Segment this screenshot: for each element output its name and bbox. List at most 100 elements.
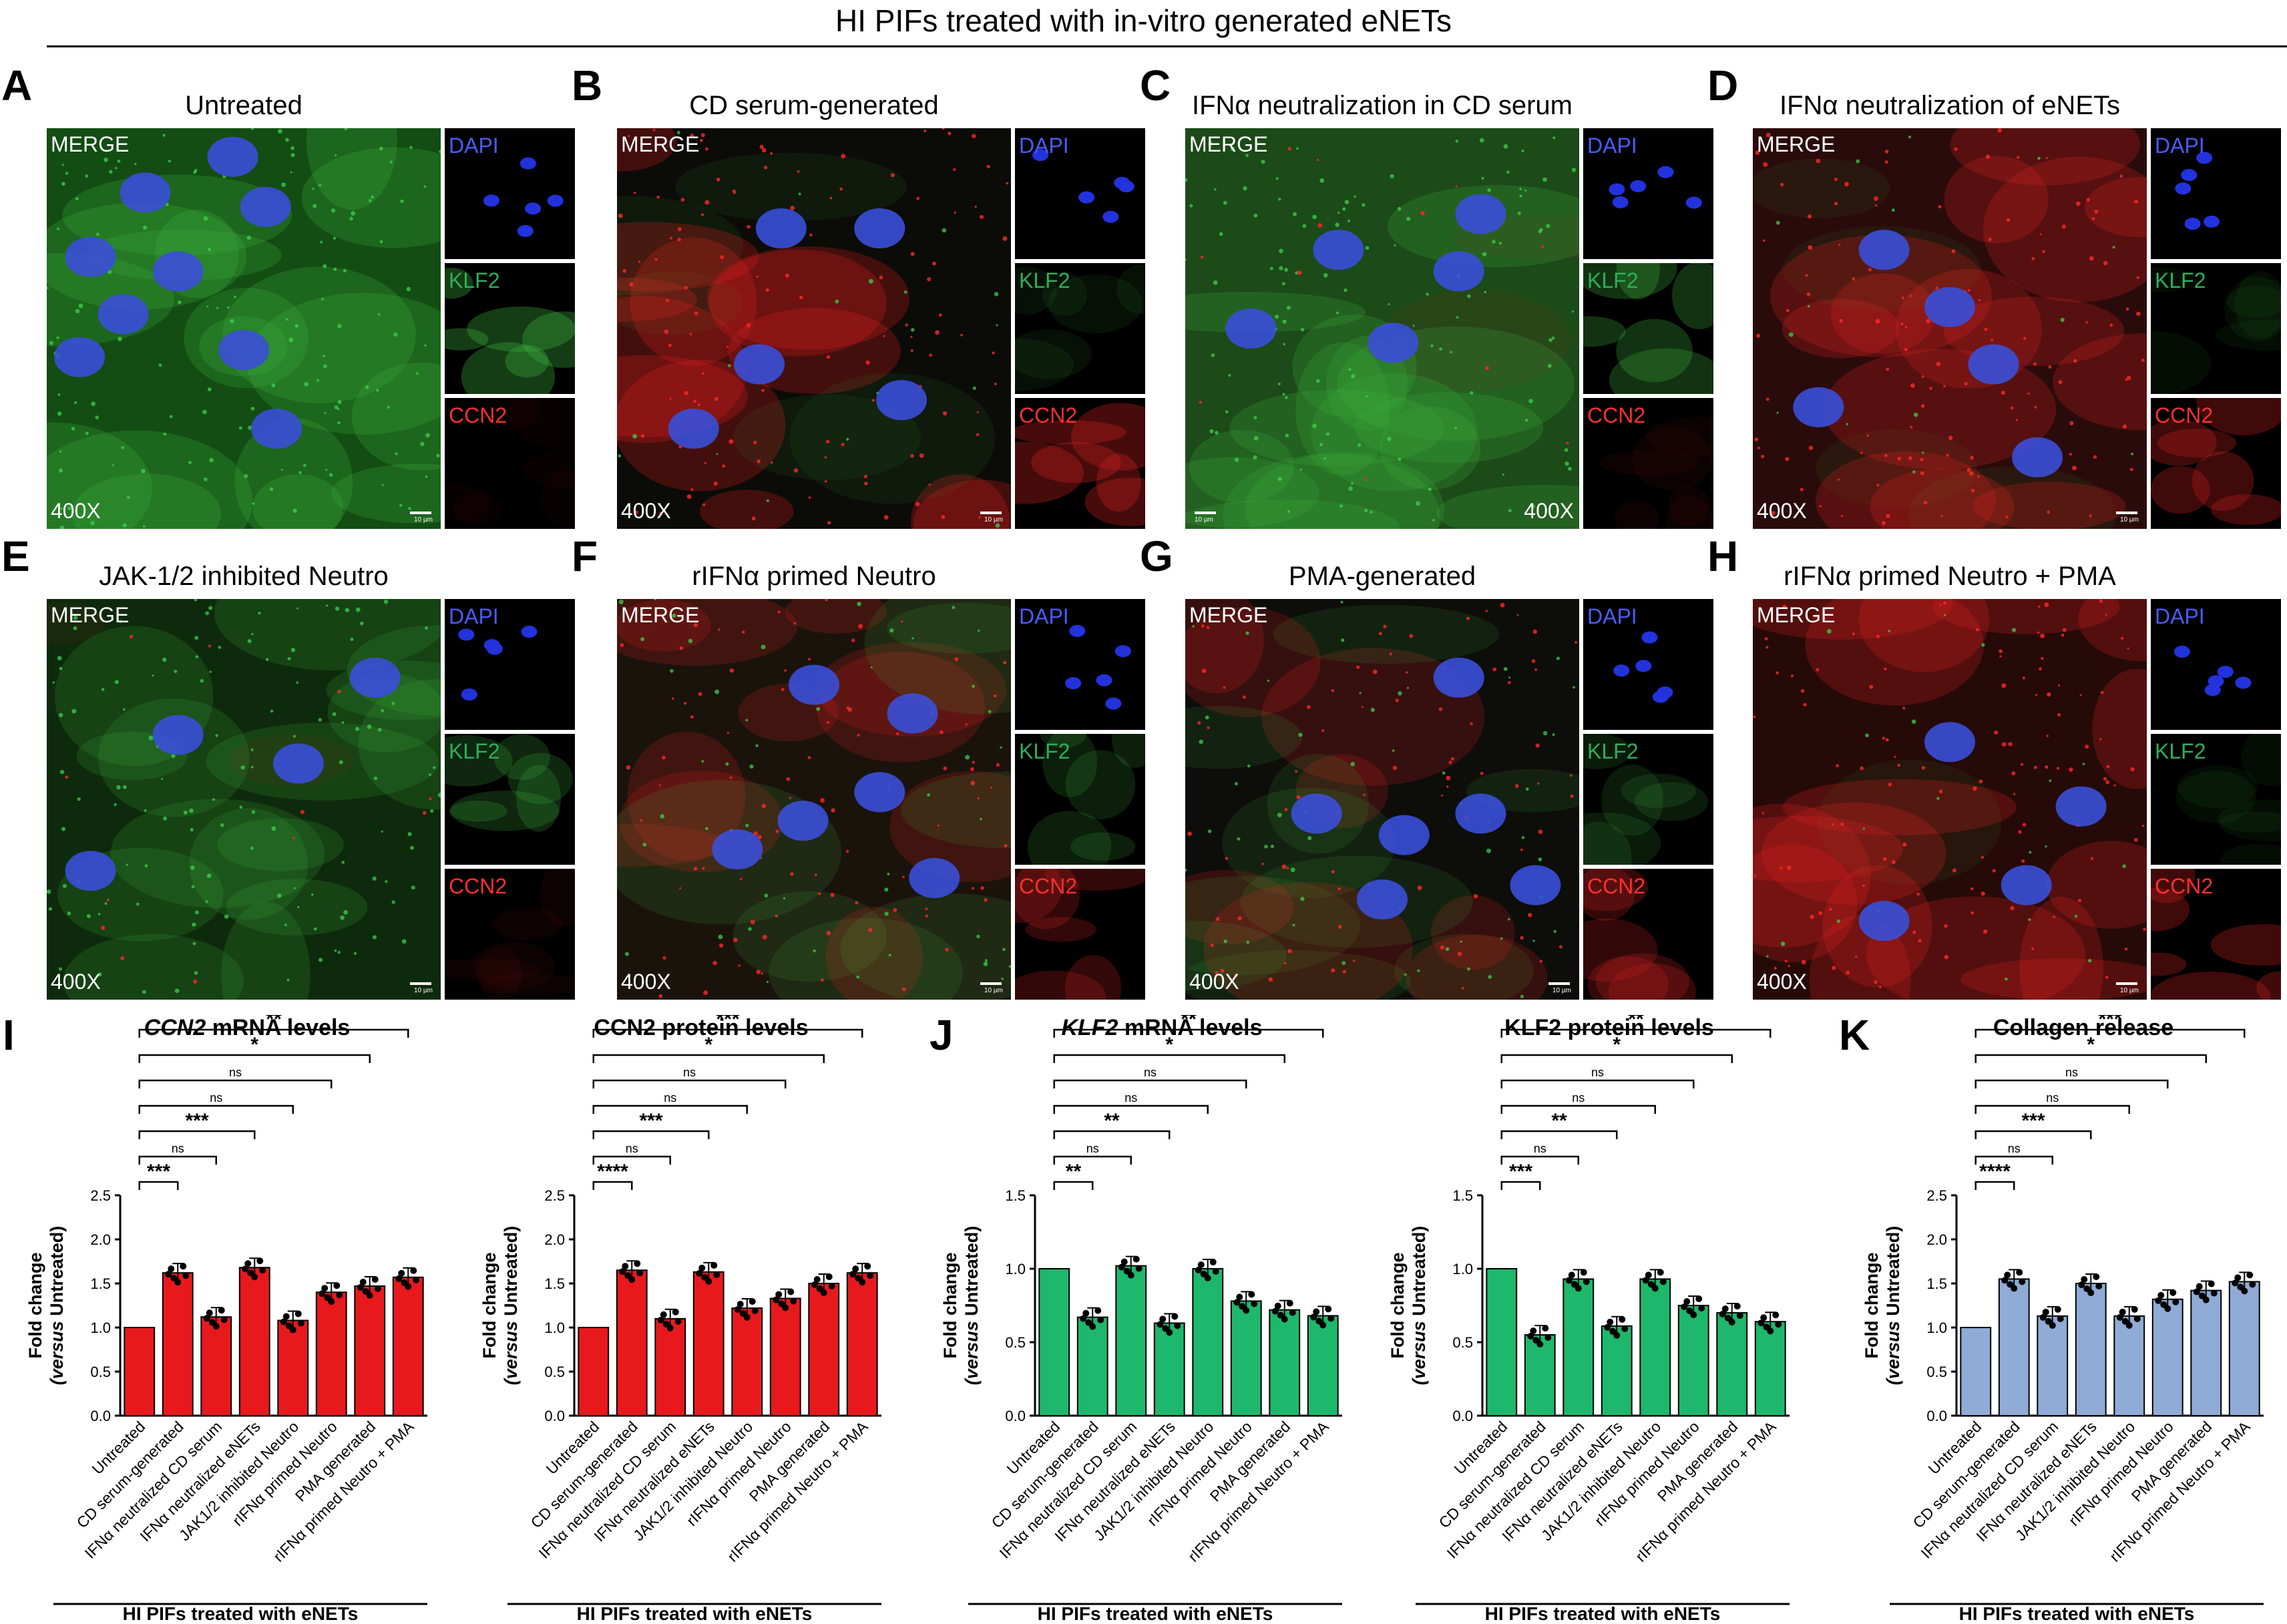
significance-label: ns <box>229 1066 242 1079</box>
chart-2: CCN2 protein levels Fold change (versus Un… <box>479 1015 881 1623</box>
data-point <box>374 1285 381 1292</box>
data-point <box>2164 1305 2171 1312</box>
bar <box>238 1267 270 1416</box>
data-point <box>1583 1278 1590 1285</box>
y-tick-label: 1.0 <box>1452 1261 1473 1277</box>
y-tick-label: 2.5 <box>1926 1187 1947 1204</box>
data-point <box>1120 1258 1128 1265</box>
significance-bracket <box>592 1181 633 1190</box>
y-tick-label: 0.5 <box>1005 1334 1026 1351</box>
data-point <box>666 1324 674 1332</box>
data-point <box>1289 1309 1296 1316</box>
data-point <box>297 1320 304 1327</box>
channel-image-ccn2: CCN2 <box>1583 869 1713 1000</box>
data-point <box>1580 1269 1587 1276</box>
panel-letter-i: I <box>3 1011 15 1059</box>
significance-label: ** <box>1104 1110 1120 1132</box>
data-point <box>220 1316 228 1324</box>
panel-title-h: rIFNα primed Neutro + PMA <box>1784 562 2116 591</box>
data-point <box>2093 1273 2100 1280</box>
data-point <box>773 1296 780 1303</box>
data-point <box>405 1283 412 1290</box>
bar <box>1076 1316 1108 1416</box>
data-point <box>2210 1289 2218 1297</box>
channel-image-klf2: KLF2 <box>2151 263 2281 394</box>
channel-label-klf2: KLF2 <box>2155 268 2206 292</box>
data-point <box>212 1323 220 1330</box>
data-point <box>782 1304 789 1311</box>
data-point <box>1310 1313 1317 1321</box>
panel-title-g: PMA-generated <box>1288 562 1476 591</box>
bar <box>654 1317 686 1416</box>
data-point <box>1281 1315 1288 1323</box>
channel-label-dapi: DAPI <box>1587 134 1637 158</box>
data-point <box>1171 1313 1179 1320</box>
data-point <box>674 1317 682 1325</box>
channel-label-dapi: DAPI <box>1019 134 1069 158</box>
channel-label-ccn2: CCN2 <box>2155 403 2214 427</box>
significance-bracket <box>1974 1155 2053 1165</box>
data-point <box>1530 1328 1537 1334</box>
significance-bracket <box>592 1054 825 1063</box>
data-point <box>182 1272 190 1279</box>
chart-title: KLF2 protein levels <box>1504 1015 1714 1040</box>
panel-letter-h: H <box>1707 532 1739 580</box>
chart-title: Collagen release <box>1993 1015 2173 1040</box>
data-point <box>2125 1322 2133 1329</box>
y-tick-label: 1.0 <box>544 1320 565 1336</box>
data-point <box>1212 1268 1219 1275</box>
merge-image-g: MERGE 400X 10 µm <box>1185 599 1579 1000</box>
significance-label: ns <box>2065 1066 2078 1079</box>
channel-image-ccn2: CCN2 <box>445 869 575 1000</box>
data-point <box>1607 1318 1614 1326</box>
channel-label-klf2: KLF2 <box>1587 739 1639 763</box>
significance-bracket <box>592 1028 863 1038</box>
channel-image-klf2: KLF2 <box>1015 734 1145 865</box>
channel-label-ccn2: CCN2 <box>1587 874 1646 898</box>
bar <box>315 1291 347 1417</box>
data-point <box>749 1297 756 1305</box>
magnification-label: 400X <box>1757 499 1807 523</box>
channel-image-dapi: DAPI <box>1015 128 1145 259</box>
panel-title-f: rIFNα primed Neutro <box>692 562 936 591</box>
channel-label-ccn2: CCN2 <box>1019 403 1078 427</box>
figure-title: HI PIFs treated with in-vitro generated … <box>835 3 1452 38</box>
channel-label-dapi: DAPI <box>2155 604 2205 628</box>
significance-label: ns <box>2008 1142 2021 1155</box>
channel-image-dapi: DAPI <box>1583 599 1713 730</box>
panel-letter-b: B <box>572 61 603 110</box>
y-tick-label: 2.5 <box>544 1187 565 1204</box>
data-point <box>775 1291 783 1298</box>
merge-image-e: MERGE 400X 10 µm <box>47 599 441 1000</box>
significance-label: ns <box>172 1142 184 1155</box>
merge-image-h: MERGE 400X 10 µm <box>1753 599 2147 1000</box>
data-point <box>849 1271 857 1278</box>
y-tick-label: 1.0 <box>1926 1320 1947 1336</box>
significance-bracket <box>1053 1181 1094 1190</box>
panel-title-c: IFNα neutralization in CD serum <box>1192 91 1573 120</box>
y-tick-label: 1.5 <box>544 1275 565 1292</box>
data-point <box>168 1265 175 1273</box>
data-point <box>1575 1285 1582 1292</box>
data-point <box>2081 1276 2088 1283</box>
significance-label: ns <box>626 1142 638 1155</box>
significance-label: *** <box>185 1110 208 1132</box>
bar <box>277 1320 309 1416</box>
significance-label: ns <box>1144 1066 1157 1079</box>
data-point <box>259 1267 266 1274</box>
significance-bracket <box>592 1079 787 1088</box>
bar <box>692 1271 724 1416</box>
data-point <box>1619 1315 1626 1323</box>
data-point <box>820 1289 827 1296</box>
data-point <box>1251 1300 1258 1307</box>
data-point <box>660 1311 667 1318</box>
panel-title-a: Untreated <box>185 91 302 120</box>
bar <box>1639 1278 1671 1416</box>
data-point <box>2172 1298 2179 1305</box>
bar <box>1486 1268 1518 1416</box>
data-point <box>867 1272 874 1279</box>
y-tick-label: 2.0 <box>90 1231 111 1248</box>
significance-label: *** <box>639 1110 662 1132</box>
bar <box>2037 1315 2069 1416</box>
data-point <box>1274 1302 1281 1309</box>
